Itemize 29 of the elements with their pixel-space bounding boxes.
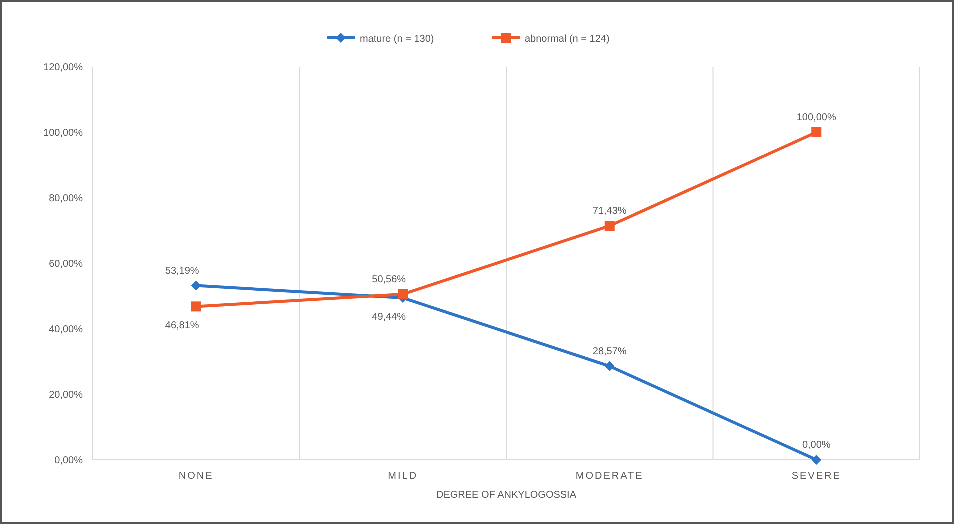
legend-label: mature (n = 130) bbox=[360, 34, 434, 45]
point bbox=[812, 128, 822, 138]
legend-label: abnormal (n = 124) bbox=[525, 34, 610, 45]
data-label: 28,57% bbox=[592, 346, 627, 358]
y-tick-label: 40,00% bbox=[49, 324, 84, 336]
data-label: 49,44% bbox=[372, 312, 406, 324]
data-label: 100,00% bbox=[796, 112, 836, 124]
x-tick-label: NONE bbox=[178, 471, 214, 482]
y-tick-label: 100,00% bbox=[44, 128, 84, 139]
y-tick-label: 0,00% bbox=[54, 456, 84, 466]
y-tick-label: 80,00% bbox=[49, 194, 84, 204]
y-tick-label: 120,00% bbox=[44, 62, 84, 74]
data-label: 71,43% bbox=[592, 206, 627, 218]
point bbox=[191, 302, 202, 312]
x-tick-label: SEVERE bbox=[792, 471, 842, 482]
point bbox=[812, 455, 822, 465]
data-label: 0,00% bbox=[802, 440, 831, 451]
y-tick-label: 20,00% bbox=[49, 390, 84, 401]
point bbox=[604, 361, 615, 372]
data-label: 53,19% bbox=[165, 266, 200, 277]
x-axis-title: DEGREE OF ANKYLOGOSSIA bbox=[436, 490, 577, 501]
point bbox=[398, 289, 408, 300]
x-tick-label: MODERATE bbox=[576, 471, 644, 482]
x-tick-label: MILD bbox=[388, 471, 418, 482]
point bbox=[191, 280, 202, 291]
y-tick-label: 60,00% bbox=[49, 259, 84, 270]
data-label: 46,81% bbox=[165, 320, 200, 332]
data-label: 50,56% bbox=[372, 274, 406, 286]
point bbox=[604, 221, 615, 232]
